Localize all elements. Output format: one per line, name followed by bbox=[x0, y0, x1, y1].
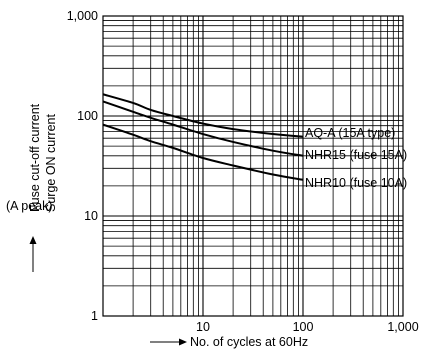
x-tick-label: 1,000 bbox=[387, 320, 418, 334]
y-axis-arrow bbox=[29, 236, 37, 272]
y-axis-label-line2: Surge ON current bbox=[44, 114, 58, 212]
series-label-aq-a: AQ-A (15A type) bbox=[305, 126, 395, 140]
series-label-nhr10: NHR10 (fuse 10A) bbox=[305, 176, 407, 190]
plot-frame bbox=[102, 15, 404, 317]
x-axis-label: No. of cycles at 60Hz bbox=[190, 335, 308, 349]
series-curves bbox=[102, 93, 304, 181]
x-tick-label: 100 bbox=[293, 320, 314, 334]
y-tick-label: 10 bbox=[84, 209, 98, 223]
y-tick-label: 1,000 bbox=[67, 9, 98, 23]
x-axis-ticks: 10 100 1,000 bbox=[196, 320, 419, 334]
x-tick-label: 10 bbox=[196, 320, 210, 334]
series-label-nhr15: NHR15 (fuse 15A) bbox=[305, 148, 407, 162]
y-axis-label-line1: Fuse cut-off current bbox=[28, 103, 42, 212]
y-tick-label: 1 bbox=[91, 309, 98, 323]
series-line-0 bbox=[102, 93, 304, 138]
series-line-2 bbox=[102, 123, 304, 181]
y-axis-ticks: 1 10 100 1,000 bbox=[67, 9, 98, 323]
x-axis-arrow bbox=[150, 338, 187, 346]
y-tick-label: 100 bbox=[77, 109, 98, 123]
y-axis-unit: (A peak) bbox=[6, 199, 53, 213]
grid bbox=[102, 15, 404, 317]
series-line-1 bbox=[102, 100, 304, 157]
